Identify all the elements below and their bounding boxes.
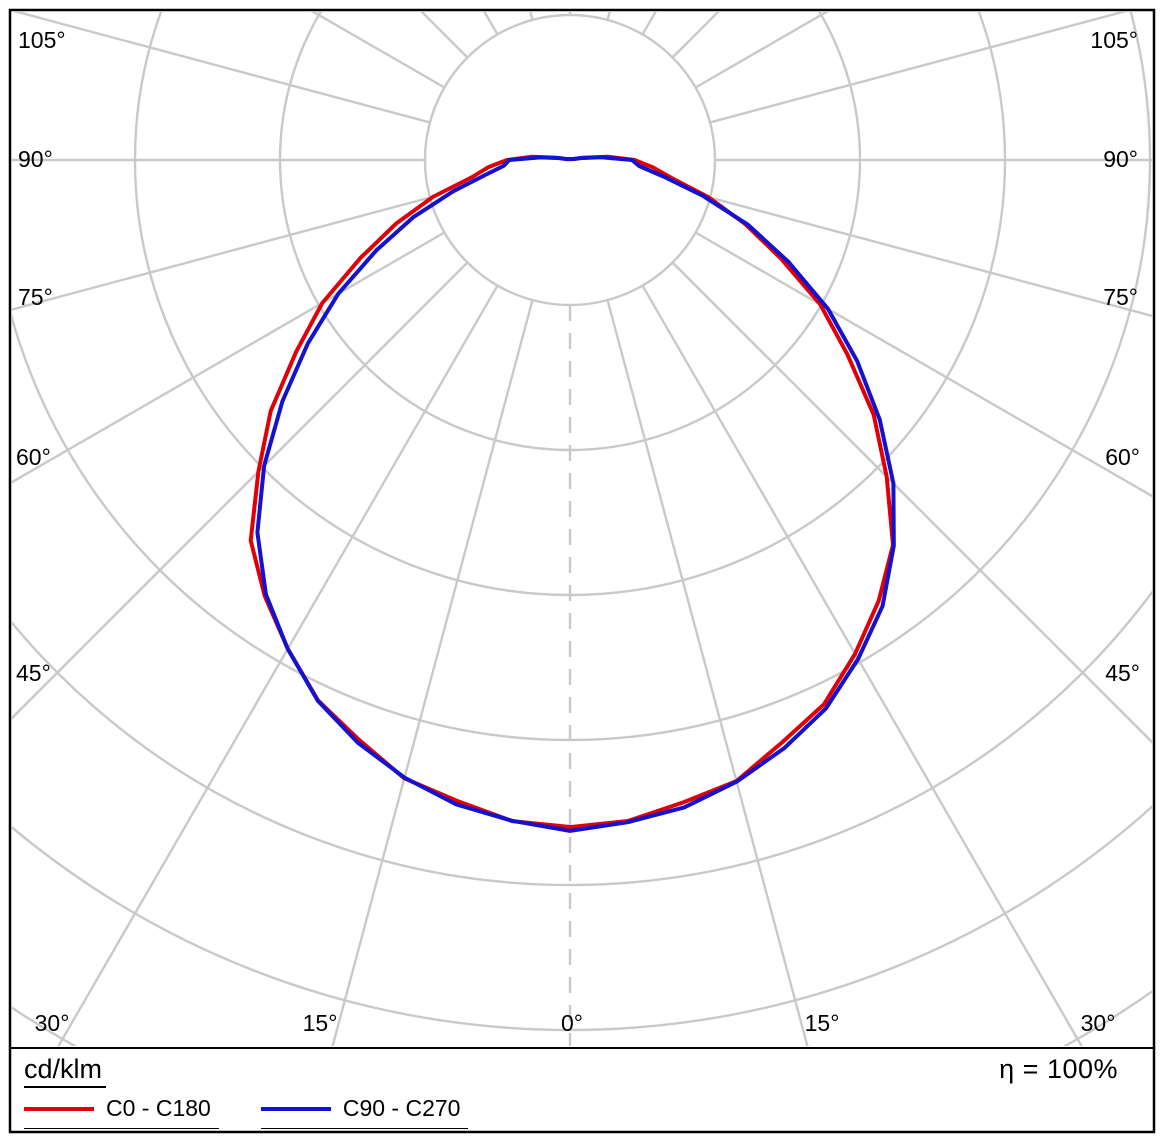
angle-label: 45° (1105, 660, 1140, 686)
grid-ray (311, 12, 446, 89)
angle-label: 75° (18, 284, 53, 310)
angle-label: 30° (35, 1010, 70, 1036)
grid-ray (12, 261, 469, 720)
grid-ring (12, 804, 1152, 1031)
grid-ring (278, 12, 862, 452)
grid-ray (709, 196, 1152, 318)
angle-label: 60° (16, 444, 51, 470)
angle-label: 15° (805, 1010, 840, 1036)
angle-label: 15° (303, 1010, 338, 1036)
chart-frame (8, 8, 1156, 1134)
angle-label: 105° (18, 27, 66, 53)
grid-ray (57, 284, 499, 1046)
grid-ray (641, 284, 1083, 1046)
angle-label: 60° (1105, 444, 1140, 470)
legend-label-c0-c180: C0 - C180 (106, 1095, 211, 1121)
chart-footer: cd/klm η = 100% C0 - C180 C90 - C270 (12, 1052, 1152, 1130)
legend-item-c90-c270: C90 - C270 (260, 1095, 469, 1129)
grid-ray (641, 12, 657, 36)
angle-label: 90° (1103, 146, 1138, 172)
angle-label: 30° (1081, 1010, 1116, 1036)
grid-ray (671, 261, 1152, 744)
angle-label: 0° (561, 1010, 583, 1036)
unit-label: cd/klm (24, 1054, 107, 1088)
angle-label: 105° (1090, 27, 1138, 53)
legend-item-c0-c180: C0 - C180 (24, 1095, 219, 1129)
grid-ray (694, 231, 1152, 498)
curve-c0-c180 (248, 154, 895, 830)
grid-ring (12, 12, 1152, 742)
angle-label: 45° (16, 660, 51, 686)
legend: C0 - C180 C90 - C270 (12, 1095, 1152, 1129)
grid-ring (12, 589, 1152, 886)
footer-labels-row: cd/klm η = 100% (12, 1052, 1152, 1088)
grid-ray (12, 196, 431, 311)
efficiency-label: η = 100% (999, 1054, 1118, 1084)
grid-ray (13, 12, 431, 124)
angle-label: 75° (1103, 284, 1138, 310)
angle-label: 90° (18, 146, 53, 172)
grid-ray (420, 12, 469, 59)
grid-ray (12, 231, 446, 484)
grid-ray (483, 12, 499, 36)
curve-c90-c270 (255, 155, 896, 833)
legend-label-c90-c270: C90 - C270 (342, 1095, 461, 1121)
grid-ray (606, 299, 809, 1046)
legend-line-red-icon (24, 1106, 94, 1111)
grid-ray (709, 12, 1127, 124)
legend-line-blue-icon (260, 1106, 331, 1111)
grid-ray (331, 299, 534, 1046)
